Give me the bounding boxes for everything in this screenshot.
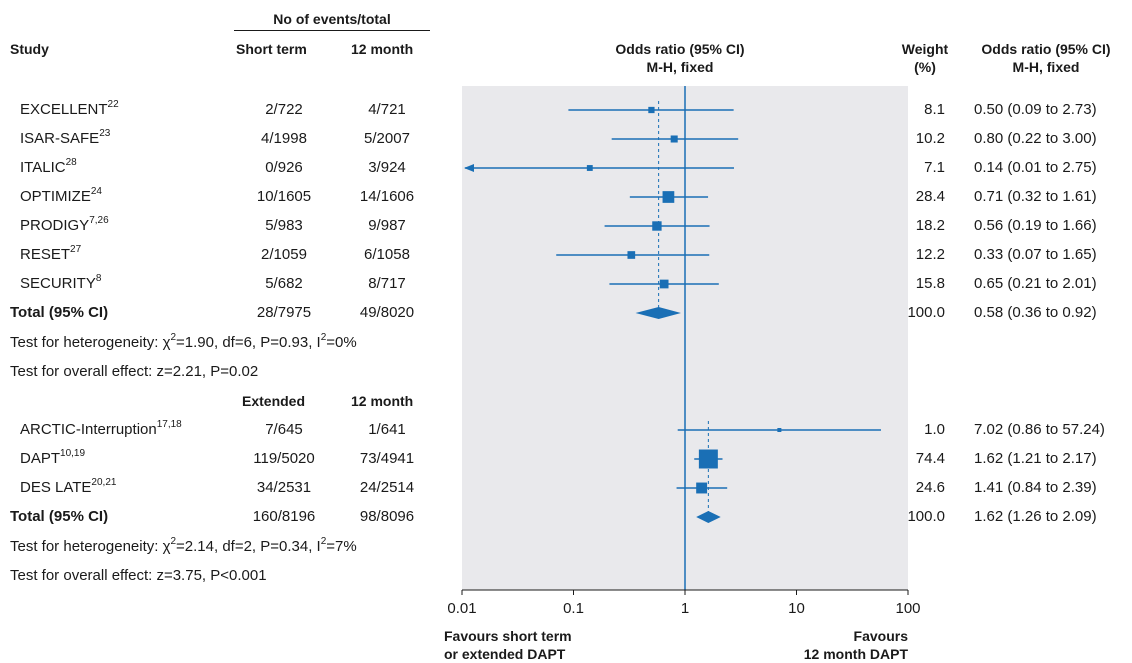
pooled-diamond [635,307,681,319]
or-ci-value: 0.33 (0.07 to 1.65) [974,246,1097,263]
events-group-header: No of events/total [234,10,430,31]
or-ci-value: 1.41 (0.84 to 2.39) [974,479,1097,496]
study-marker [652,221,662,231]
short-term-events: 2/722 [265,101,303,118]
twelve-month-events: 14/1606 [359,188,415,205]
extended-events: 119/5020 [253,450,315,467]
weight-total: 100.0 [907,304,945,321]
or-column-title: Odds ratio (95% CI) [615,41,745,57]
overall-effect-test: Test for overall effect: z=3.75, P<0.001 [10,567,267,584]
x-tick-label: 100 [895,600,920,617]
study-marker [698,449,718,469]
short-term-events-total: 28/7975 [256,304,312,321]
extended-column-header: Extended [242,393,306,409]
extended-events: 34/2531 [256,479,312,496]
study-marker [670,135,678,143]
twelve-month-events: 6/1058 [364,246,410,263]
or-ci-value: 0.56 (0.19 to 1.66) [974,217,1097,234]
or-right-column-method: M-H, fixed [1012,59,1080,75]
twelve-month-events: 8/717 [368,275,406,292]
short-term-events: 10/1605 [256,188,312,205]
short-term-column-header: Short term [236,41,307,57]
short-term-events: 2/1059 [261,246,307,263]
weight-value: 12.2 [915,246,945,263]
weight-value: 8.1 [924,101,945,118]
twelve-month-events: 4/721 [368,101,406,118]
or-ci-value: 0.71 (0.32 to 1.61) [974,188,1097,205]
study-marker [586,165,593,171]
or-ci-value: 0.65 (0.21 to 2.01) [974,275,1097,292]
study-marker [659,279,669,289]
favours-right-line2: 12 month DAPT [803,646,908,662]
study-marker [648,106,655,114]
short-term-events: 4/1998 [261,130,307,147]
total-label: Total (95% CI) [10,508,109,525]
or-ci-value: 1.62 (1.21 to 2.17) [974,450,1097,467]
pooled-diamond [696,511,721,523]
study-name: SECURITY8 [20,273,102,293]
weight-value: 15.8 [915,275,945,292]
favours-right-line1: Favours [853,628,908,644]
study-name: ISAR-SAFE23 [20,128,111,148]
ci-arrow [464,164,474,172]
or-ci-value: 0.80 (0.22 to 3.00) [974,130,1097,147]
heterogeneity-test: Test for heterogeneity: χ2=1.90, df=6, P… [10,332,357,352]
twelve-month-events: 73/4941 [359,450,415,467]
weight-value: 24.6 [915,479,945,496]
or-ci-total: 0.58 (0.36 to 0.92) [974,304,1097,321]
study-name: DES LATE20,21 [20,477,117,497]
x-tick-label: 0.1 [563,600,584,617]
study-marker [696,482,708,494]
weight-value: 18.2 [915,217,945,234]
study-name: RESET27 [20,244,82,264]
twelve-month-events: 3/924 [368,159,406,176]
study-name: PRODIGY7,26 [20,215,109,235]
twelve-month-events: 24/2514 [359,479,415,496]
overall-effect-test: Test for overall effect: z=2.21, P=0.02 [10,363,259,380]
or-ci-value: 0.14 (0.01 to 2.75) [974,159,1097,176]
or-column-method: M-H, fixed [646,59,714,75]
total-label: Total (95% CI) [10,304,109,321]
weight-total: 100.0 [907,508,945,525]
favours-left-line1: Favours short term [444,628,572,644]
study-marker [662,191,675,203]
twelve-month-column-header-2: 12 month [351,393,414,409]
weight-value: 1.0 [924,421,945,438]
weight-value: 74.4 [915,450,945,467]
study-name: ARCTIC-Interruption17,18 [20,419,182,439]
twelve-month-events-total: 98/8096 [359,508,415,525]
heterogeneity-test: Test for heterogeneity: χ2=2.14, df=2, P… [10,536,357,556]
study-name: EXCELLENT22 [20,99,119,119]
twelve-month-events-total: 49/8020 [359,304,415,321]
weight-column-header: Weight [901,41,949,57]
short-term-events: 5/983 [265,217,303,234]
weight-value: 28.4 [915,188,945,205]
x-tick-label: 0.01 [447,600,476,617]
weight-unit-header: (%) [914,59,936,75]
weight-value: 10.2 [915,130,945,147]
or-ci-total: 1.62 (1.26 to 2.09) [974,508,1097,525]
study-marker [777,428,782,432]
study-marker [627,251,636,259]
x-tick-label: 1 [681,600,689,617]
short-term-events: 5/682 [265,275,303,292]
twelve-month-column-header: 12 month [351,41,414,57]
extended-events: 7/645 [265,421,303,438]
twelve-month-events: 5/2007 [364,130,410,147]
twelve-month-events: 1/641 [368,421,406,438]
study-column-header: Study [10,41,49,57]
short-term-events: 0/926 [265,159,303,176]
study-name: ITALIC28 [20,157,77,177]
weight-value: 7.1 [924,159,945,176]
extended-events-total: 160/8196 [252,508,316,525]
x-tick-label: 10 [788,600,805,617]
study-name: OPTIMIZE24 [20,186,102,206]
or-ci-value: 0.50 (0.09 to 2.73) [974,101,1097,118]
study-name: DAPT10,19 [20,448,86,468]
or-ci-value: 7.02 (0.86 to 57.24) [974,421,1105,438]
or-right-column-title: Odds ratio (95% CI) [981,41,1111,57]
favours-left-line2: or extended DAPT [444,646,566,662]
twelve-month-events: 9/987 [368,217,406,234]
